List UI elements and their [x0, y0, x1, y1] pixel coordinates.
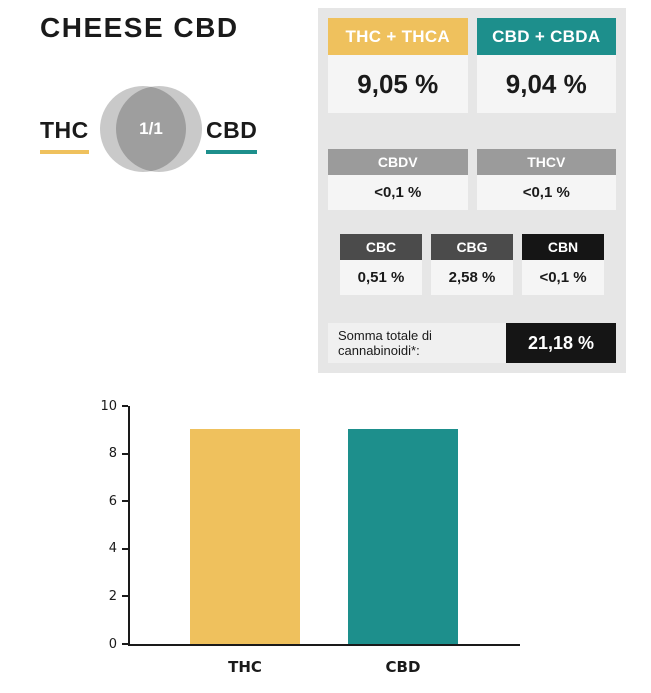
ratio-value: 1/1 — [139, 119, 163, 138]
secondary-cannabinoid-group: CBDV THCV <0,1 % <0,1 % — [328, 149, 616, 210]
cbc-value: 0,51 % — [340, 260, 422, 295]
cbd-cbda-value: 9,04 % — [476, 55, 616, 113]
cbc-badge: CBC — [340, 234, 422, 260]
thc-thca-badge: THC + THCA — [328, 18, 468, 55]
page-title: CHEESE CBD — [40, 12, 239, 43]
cbn-badge: CBN — [522, 234, 604, 260]
cbg-value: 2,58 % — [431, 260, 513, 295]
thc-ratio-label: THC — [40, 117, 89, 154]
bar-thc — [190, 428, 300, 644]
y-tick-10: 10 — [84, 399, 128, 414]
venn-circle-right — [116, 86, 202, 172]
ratio-venn-diagram: 1/1 — [40, 86, 270, 180]
bar-label-cbd: CBD — [385, 658, 421, 676]
y-axis: 0 2 4 6 8 10 — [100, 399, 520, 652]
bars-area: THC CBD — [130, 406, 520, 676]
tertiary-cannabinoid-group: CBC CBG CBN 0,51 % 2,58 % <0,1 % — [340, 234, 604, 295]
total-cannabinoids-label: Somma totale di cannabinoidi*: — [338, 328, 432, 358]
cbd-cbda-badge: CBD + CBDA — [476, 18, 616, 55]
total-cannabinoids-row: Somma totale di cannabinoidi*: 21,18 % — [328, 323, 616, 363]
bar-cbd — [348, 428, 458, 644]
thcv-value: <0,1 % — [476, 175, 616, 210]
y-tick-8: 8 — [84, 446, 128, 461]
cbdv-badge: CBDV — [328, 149, 468, 175]
bar-chart: 0 2 4 6 8 10 THC CBD — [100, 399, 520, 676]
bar-group-cbd: CBD — [348, 406, 458, 676]
total-cannabinoids-value: 21,18 % — [506, 323, 616, 363]
cbd-ratio-label: CBD — [206, 117, 258, 154]
bar-group-thc: THC — [190, 406, 300, 676]
y-tick-2: 2 — [84, 589, 128, 604]
thcv-badge: THCV — [476, 149, 616, 175]
cannabinoid-panel: THC + THCA CBD + CBDA 9,05 % 9,04 % CBDV… — [318, 8, 626, 373]
thc-thca-value: 9,05 % — [328, 55, 468, 113]
cbn-value: <0,1 % — [522, 260, 604, 295]
y-tick-0: 0 — [84, 637, 128, 652]
cbdv-value: <0,1 % — [328, 175, 468, 210]
y-tick-6: 6 — [84, 494, 128, 509]
primary-cannabinoid-group: THC + THCA CBD + CBDA 9,05 % 9,04 % — [328, 18, 616, 113]
cbg-badge: CBG — [431, 234, 513, 260]
bar-label-thc: THC — [228, 658, 262, 676]
y-tick-4: 4 — [84, 541, 128, 556]
